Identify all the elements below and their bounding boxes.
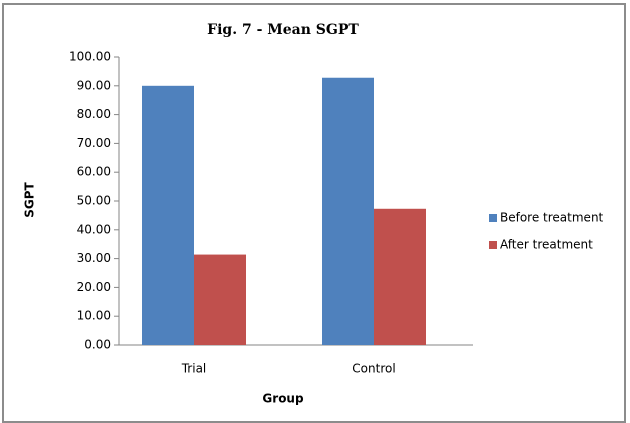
bar [142, 85, 194, 346]
legend-swatch [489, 241, 497, 249]
x-tick-label: Control [352, 362, 395, 376]
y-tick-label: 0.00 [84, 338, 111, 352]
y-tick-label: 10.00 [77, 309, 111, 323]
y-tick-label: 50.00 [77, 194, 111, 208]
chart-frame [2, 3, 626, 423]
legend-swatch [489, 214, 497, 222]
y-tick-label: 40.00 [77, 222, 111, 236]
y-tick-label: 70.00 [77, 136, 111, 150]
x-axis-label: Group [262, 392, 304, 406]
y-tick-label: 20.00 [77, 280, 111, 294]
legend-label: After treatment [500, 238, 593, 252]
y-tick-label: 100.00 [69, 50, 111, 64]
y-tick-label: 80.00 [77, 107, 111, 121]
y-tick-label: 30.00 [77, 251, 111, 265]
y-tick-label: 90.00 [77, 78, 111, 92]
chart-title: Fig. 7 - Mean SGPT [207, 22, 359, 38]
bar [194, 254, 246, 345]
y-tick-label: 60.00 [77, 165, 111, 179]
y-axis-label: SGPT [23, 181, 37, 217]
bar [374, 208, 426, 345]
x-tick-label: Trial [181, 362, 207, 376]
legend-label: Before treatment [500, 211, 604, 225]
bar [322, 77, 374, 346]
